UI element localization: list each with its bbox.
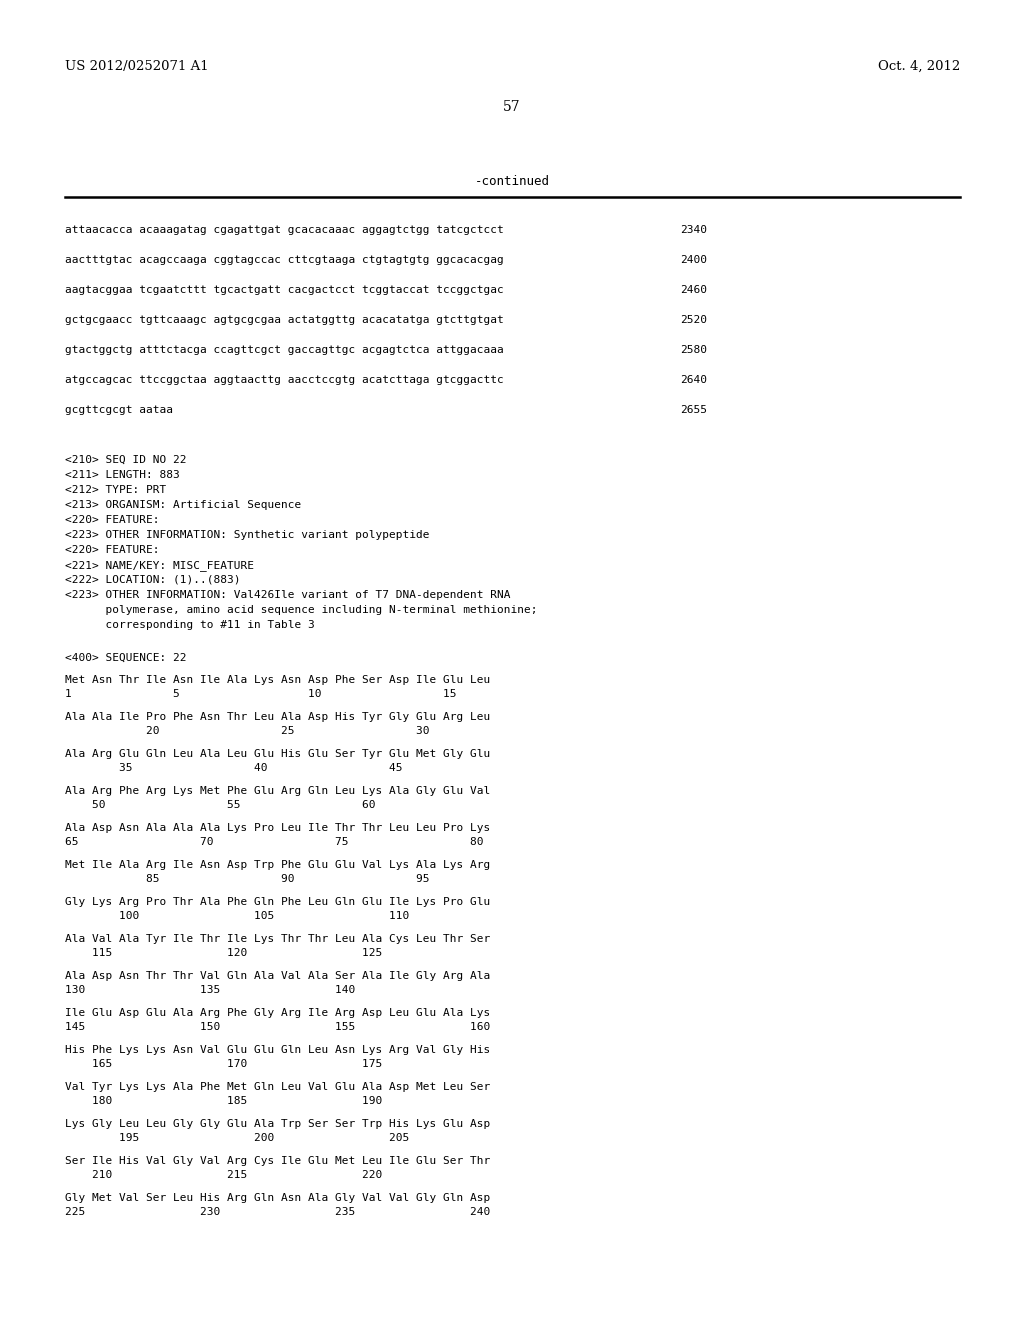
Text: 145                 150                 155                 160: 145 150 155 160: [65, 1022, 490, 1032]
Text: atgccagcac ttccggctaa aggtaacttg aacctccgtg acatcttaga gtcggacttc: atgccagcac ttccggctaa aggtaacttg aacctcc…: [65, 375, 504, 385]
Text: <223> OTHER INFORMATION: Synthetic variant polypeptide: <223> OTHER INFORMATION: Synthetic varia…: [65, 531, 429, 540]
Text: 2520: 2520: [680, 315, 707, 325]
Text: gcgttcgcgt aataa: gcgttcgcgt aataa: [65, 405, 173, 414]
Text: gctgcgaacc tgttcaaagc agtgcgcgaa actatggttg acacatatga gtcttgtgat: gctgcgaacc tgttcaaagc agtgcgcgaa actatgg…: [65, 315, 504, 325]
Text: His Phe Lys Lys Asn Val Glu Glu Gln Leu Asn Lys Arg Val Gly His: His Phe Lys Lys Asn Val Glu Glu Gln Leu …: [65, 1045, 490, 1055]
Text: 20                  25                  30: 20 25 30: [65, 726, 429, 737]
Text: 2460: 2460: [680, 285, 707, 294]
Text: corresponding to #11 in Table 3: corresponding to #11 in Table 3: [65, 620, 314, 630]
Text: 65                  70                  75                  80: 65 70 75 80: [65, 837, 483, 847]
Text: aagtacggaa tcgaatcttt tgcactgatt cacgactcct tcggtaccat tccggctgac: aagtacggaa tcgaatcttt tgcactgatt cacgact…: [65, 285, 504, 294]
Text: 2580: 2580: [680, 345, 707, 355]
Text: <220> FEATURE:: <220> FEATURE:: [65, 515, 160, 525]
Text: Ala Arg Glu Gln Leu Ala Leu Glu His Glu Ser Tyr Glu Met Gly Glu: Ala Arg Glu Gln Leu Ala Leu Glu His Glu …: [65, 748, 490, 759]
Text: Ala Val Ala Tyr Ile Thr Ile Lys Thr Thr Leu Ala Cys Leu Thr Ser: Ala Val Ala Tyr Ile Thr Ile Lys Thr Thr …: [65, 935, 490, 944]
Text: <210> SEQ ID NO 22: <210> SEQ ID NO 22: [65, 455, 186, 465]
Text: 1               5                   10                  15: 1 5 10 15: [65, 689, 457, 700]
Text: 35                  40                  45: 35 40 45: [65, 763, 402, 774]
Text: 85                  90                  95: 85 90 95: [65, 874, 429, 884]
Text: <221> NAME/KEY: MISC_FEATURE: <221> NAME/KEY: MISC_FEATURE: [65, 560, 254, 572]
Text: Oct. 4, 2012: Oct. 4, 2012: [878, 59, 961, 73]
Text: 210                 215                 220: 210 215 220: [65, 1170, 382, 1180]
Text: 165                 170                 175: 165 170 175: [65, 1059, 382, 1069]
Text: 57: 57: [503, 100, 521, 114]
Text: <213> ORGANISM: Artificial Sequence: <213> ORGANISM: Artificial Sequence: [65, 500, 301, 510]
Text: gtactggctg atttctacga ccagttcgct gaccagttgc acgagtctca attggacaaa: gtactggctg atttctacga ccagttcgct gaccagt…: [65, 345, 504, 355]
Text: <220> FEATURE:: <220> FEATURE:: [65, 545, 160, 554]
Text: Ser Ile His Val Gly Val Arg Cys Ile Glu Met Leu Ile Glu Ser Thr: Ser Ile His Val Gly Val Arg Cys Ile Glu …: [65, 1156, 490, 1166]
Text: US 2012/0252071 A1: US 2012/0252071 A1: [65, 59, 209, 73]
Text: <223> OTHER INFORMATION: Val426Ile variant of T7 DNA-dependent RNA: <223> OTHER INFORMATION: Val426Ile varia…: [65, 590, 511, 601]
Text: Ala Asp Asn Thr Thr Val Gln Ala Val Ala Ser Ala Ile Gly Arg Ala: Ala Asp Asn Thr Thr Val Gln Ala Val Ala …: [65, 972, 490, 981]
Text: <400> SEQUENCE: 22: <400> SEQUENCE: 22: [65, 653, 186, 663]
Text: <222> LOCATION: (1)..(883): <222> LOCATION: (1)..(883): [65, 576, 241, 585]
Text: 2640: 2640: [680, 375, 707, 385]
Text: Ala Arg Phe Arg Lys Met Phe Glu Arg Gln Leu Lys Ala Gly Glu Val: Ala Arg Phe Arg Lys Met Phe Glu Arg Gln …: [65, 785, 490, 796]
Text: 195                 200                 205: 195 200 205: [65, 1133, 410, 1143]
Text: Gly Met Val Ser Leu His Arg Gln Asn Ala Gly Val Val Gly Gln Asp: Gly Met Val Ser Leu His Arg Gln Asn Ala …: [65, 1193, 490, 1203]
Text: attaacacca acaaagatag cgagattgat gcacacaaac aggagtctgg tatcgctcct: attaacacca acaaagatag cgagattgat gcacaca…: [65, 224, 504, 235]
Text: Val Tyr Lys Lys Ala Phe Met Gln Leu Val Glu Ala Asp Met Leu Ser: Val Tyr Lys Lys Ala Phe Met Gln Leu Val …: [65, 1082, 490, 1092]
Text: 2340: 2340: [680, 224, 707, 235]
Text: 2655: 2655: [680, 405, 707, 414]
Text: Lys Gly Leu Leu Gly Gly Glu Ala Trp Ser Ser Trp His Lys Glu Asp: Lys Gly Leu Leu Gly Gly Glu Ala Trp Ser …: [65, 1119, 490, 1129]
Text: -continued: -continued: [474, 176, 550, 187]
Text: Ala Asp Asn Ala Ala Ala Lys Pro Leu Ile Thr Thr Leu Leu Pro Lys: Ala Asp Asn Ala Ala Ala Lys Pro Leu Ile …: [65, 822, 490, 833]
Text: polymerase, amino acid sequence including N-terminal methionine;: polymerase, amino acid sequence includin…: [65, 605, 538, 615]
Text: <212> TYPE: PRT: <212> TYPE: PRT: [65, 484, 166, 495]
Text: 225                 230                 235                 240: 225 230 235 240: [65, 1206, 490, 1217]
Text: Met Asn Thr Ile Asn Ile Ala Lys Asn Asp Phe Ser Asp Ile Glu Leu: Met Asn Thr Ile Asn Ile Ala Lys Asn Asp …: [65, 675, 490, 685]
Text: <211> LENGTH: 883: <211> LENGTH: 883: [65, 470, 180, 480]
Text: Ala Ala Ile Pro Phe Asn Thr Leu Ala Asp His Tyr Gly Glu Arg Leu: Ala Ala Ile Pro Phe Asn Thr Leu Ala Asp …: [65, 711, 490, 722]
Text: 115                 120                 125: 115 120 125: [65, 948, 382, 958]
Text: Ile Glu Asp Glu Ala Arg Phe Gly Arg Ile Arg Asp Leu Glu Ala Lys: Ile Glu Asp Glu Ala Arg Phe Gly Arg Ile …: [65, 1008, 490, 1018]
Text: 2400: 2400: [680, 255, 707, 265]
Text: Gly Lys Arg Pro Thr Ala Phe Gln Phe Leu Gln Glu Ile Lys Pro Glu: Gly Lys Arg Pro Thr Ala Phe Gln Phe Leu …: [65, 898, 490, 907]
Text: Met Ile Ala Arg Ile Asn Asp Trp Phe Glu Glu Val Lys Ala Lys Arg: Met Ile Ala Arg Ile Asn Asp Trp Phe Glu …: [65, 861, 490, 870]
Text: 50                  55                  60: 50 55 60: [65, 800, 376, 810]
Text: 130                 135                 140: 130 135 140: [65, 985, 355, 995]
Text: 100                 105                 110: 100 105 110: [65, 911, 410, 921]
Text: 180                 185                 190: 180 185 190: [65, 1096, 382, 1106]
Text: aactttgtac acagccaaga cggtagccac cttcgtaaga ctgtagtgtg ggcacacgag: aactttgtac acagccaaga cggtagccac cttcgta…: [65, 255, 504, 265]
